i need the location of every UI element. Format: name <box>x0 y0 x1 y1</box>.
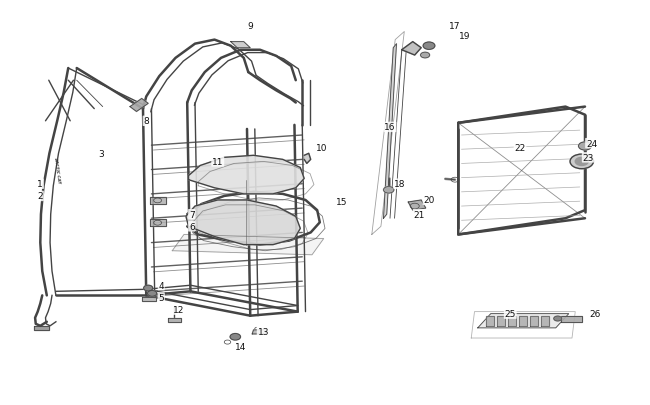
Circle shape <box>421 53 430 59</box>
Circle shape <box>554 316 562 321</box>
Circle shape <box>578 143 592 151</box>
Text: 15: 15 <box>335 198 347 207</box>
Circle shape <box>384 187 394 194</box>
Text: 12: 12 <box>173 305 185 314</box>
Polygon shape <box>34 326 49 330</box>
Polygon shape <box>188 156 304 194</box>
Text: 26: 26 <box>589 309 601 318</box>
Circle shape <box>230 334 240 340</box>
Circle shape <box>570 155 593 169</box>
Polygon shape <box>168 318 181 322</box>
Text: 13: 13 <box>257 328 269 337</box>
Polygon shape <box>252 330 266 334</box>
Text: 8: 8 <box>144 117 149 126</box>
Text: 10: 10 <box>316 143 328 152</box>
Text: 7: 7 <box>189 210 194 219</box>
Text: 25: 25 <box>504 309 516 318</box>
Polygon shape <box>130 99 148 112</box>
Text: 17: 17 <box>449 22 461 31</box>
Text: 2: 2 <box>38 192 43 201</box>
Polygon shape <box>150 220 166 227</box>
Text: 4: 4 <box>159 281 164 290</box>
Circle shape <box>575 158 588 166</box>
Polygon shape <box>541 317 549 326</box>
Text: 23: 23 <box>582 153 594 162</box>
Text: 18: 18 <box>394 180 406 189</box>
Polygon shape <box>497 317 505 326</box>
Polygon shape <box>408 200 426 211</box>
Text: 1: 1 <box>38 180 43 189</box>
Text: 3: 3 <box>98 149 103 158</box>
Circle shape <box>144 286 153 291</box>
Circle shape <box>148 291 157 296</box>
Text: ARCTIC CAT: ARCTIC CAT <box>53 157 61 183</box>
Text: 16: 16 <box>384 123 396 132</box>
Circle shape <box>423 43 435 50</box>
Polygon shape <box>231 43 250 49</box>
Text: 24: 24 <box>586 139 597 148</box>
Text: 6: 6 <box>189 222 194 231</box>
Polygon shape <box>150 197 166 205</box>
Text: 9: 9 <box>248 22 253 31</box>
Polygon shape <box>478 314 569 328</box>
Polygon shape <box>304 154 311 164</box>
Text: 20: 20 <box>423 196 435 205</box>
Polygon shape <box>402 43 421 56</box>
Text: 11: 11 <box>212 158 224 166</box>
Text: 19: 19 <box>459 32 471 41</box>
Polygon shape <box>508 317 516 326</box>
Text: 21: 21 <box>413 210 425 219</box>
Text: 22: 22 <box>514 143 526 152</box>
Polygon shape <box>486 317 494 326</box>
Polygon shape <box>384 45 396 219</box>
Polygon shape <box>519 317 526 326</box>
Text: 5: 5 <box>159 293 164 302</box>
Polygon shape <box>561 317 582 322</box>
Polygon shape <box>142 298 156 302</box>
Polygon shape <box>530 317 538 326</box>
Polygon shape <box>186 200 300 245</box>
Text: 14: 14 <box>235 342 246 351</box>
Polygon shape <box>172 235 324 255</box>
